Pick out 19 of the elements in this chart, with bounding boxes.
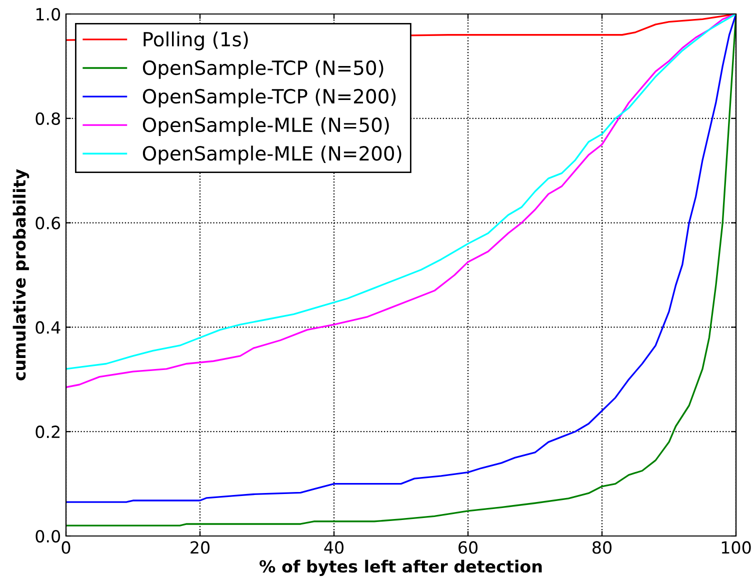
y-tick-label: 0.8 xyxy=(36,112,60,125)
y-tick-label: 0.0 xyxy=(36,530,60,543)
legend-label: OpenSample-MLE (N=50) xyxy=(142,117,389,136)
x-tick-label: 80 xyxy=(592,541,612,554)
x-tick-label: 60 xyxy=(458,541,478,554)
legend-label: OpenSample-TCP (N=200) xyxy=(142,88,396,108)
y-tick-label: 0.2 xyxy=(36,426,60,438)
legend-label: OpenSample-MLE (N=200) xyxy=(142,146,402,164)
legend-label: OpenSample-TCP (N=50) xyxy=(142,60,384,79)
y-tick-label: 0.6 xyxy=(36,216,60,230)
x-tick-label: 0 xyxy=(62,541,70,554)
x-axis-title: % of bytes left after detection xyxy=(260,560,542,576)
y-tick-label: 1.0 xyxy=(36,8,60,21)
y-tick-label: 0.4 xyxy=(36,321,60,334)
y-axis-title: cumulative probability xyxy=(12,169,30,380)
x-tick-label: 40 xyxy=(324,541,344,554)
x-tick-label: 100 xyxy=(722,541,751,554)
legend-label: Polling (1s) xyxy=(144,32,248,50)
x-tick-label: 20 xyxy=(190,541,210,554)
